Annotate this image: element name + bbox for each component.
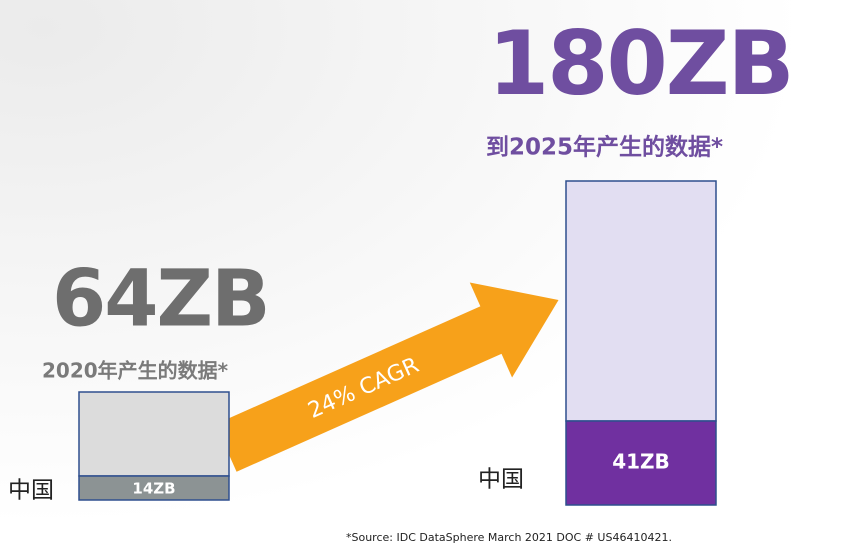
left-region-value: 14ZB [132, 480, 175, 498]
arrow-shaft [215, 305, 504, 472]
left-caption: 2020年产生的数据* [42, 359, 229, 383]
left-bar [78, 391, 230, 477]
right-caption: 到2025年产生的数据* [486, 134, 723, 161]
left-total: 64ZB [52, 254, 269, 344]
right-region-bar [565, 420, 717, 506]
right-bar [565, 180, 717, 422]
right-region-value: 41ZB [612, 450, 670, 474]
arrow-head [469, 282, 559, 378]
footnote: *Source: IDC DataSphere March 2021 DOC #… [346, 531, 672, 544]
right-region: 中国 [478, 467, 524, 493]
left-region-bar [78, 475, 230, 501]
left-region: 中国 [8, 478, 54, 504]
right-total: 180ZB [488, 12, 793, 115]
